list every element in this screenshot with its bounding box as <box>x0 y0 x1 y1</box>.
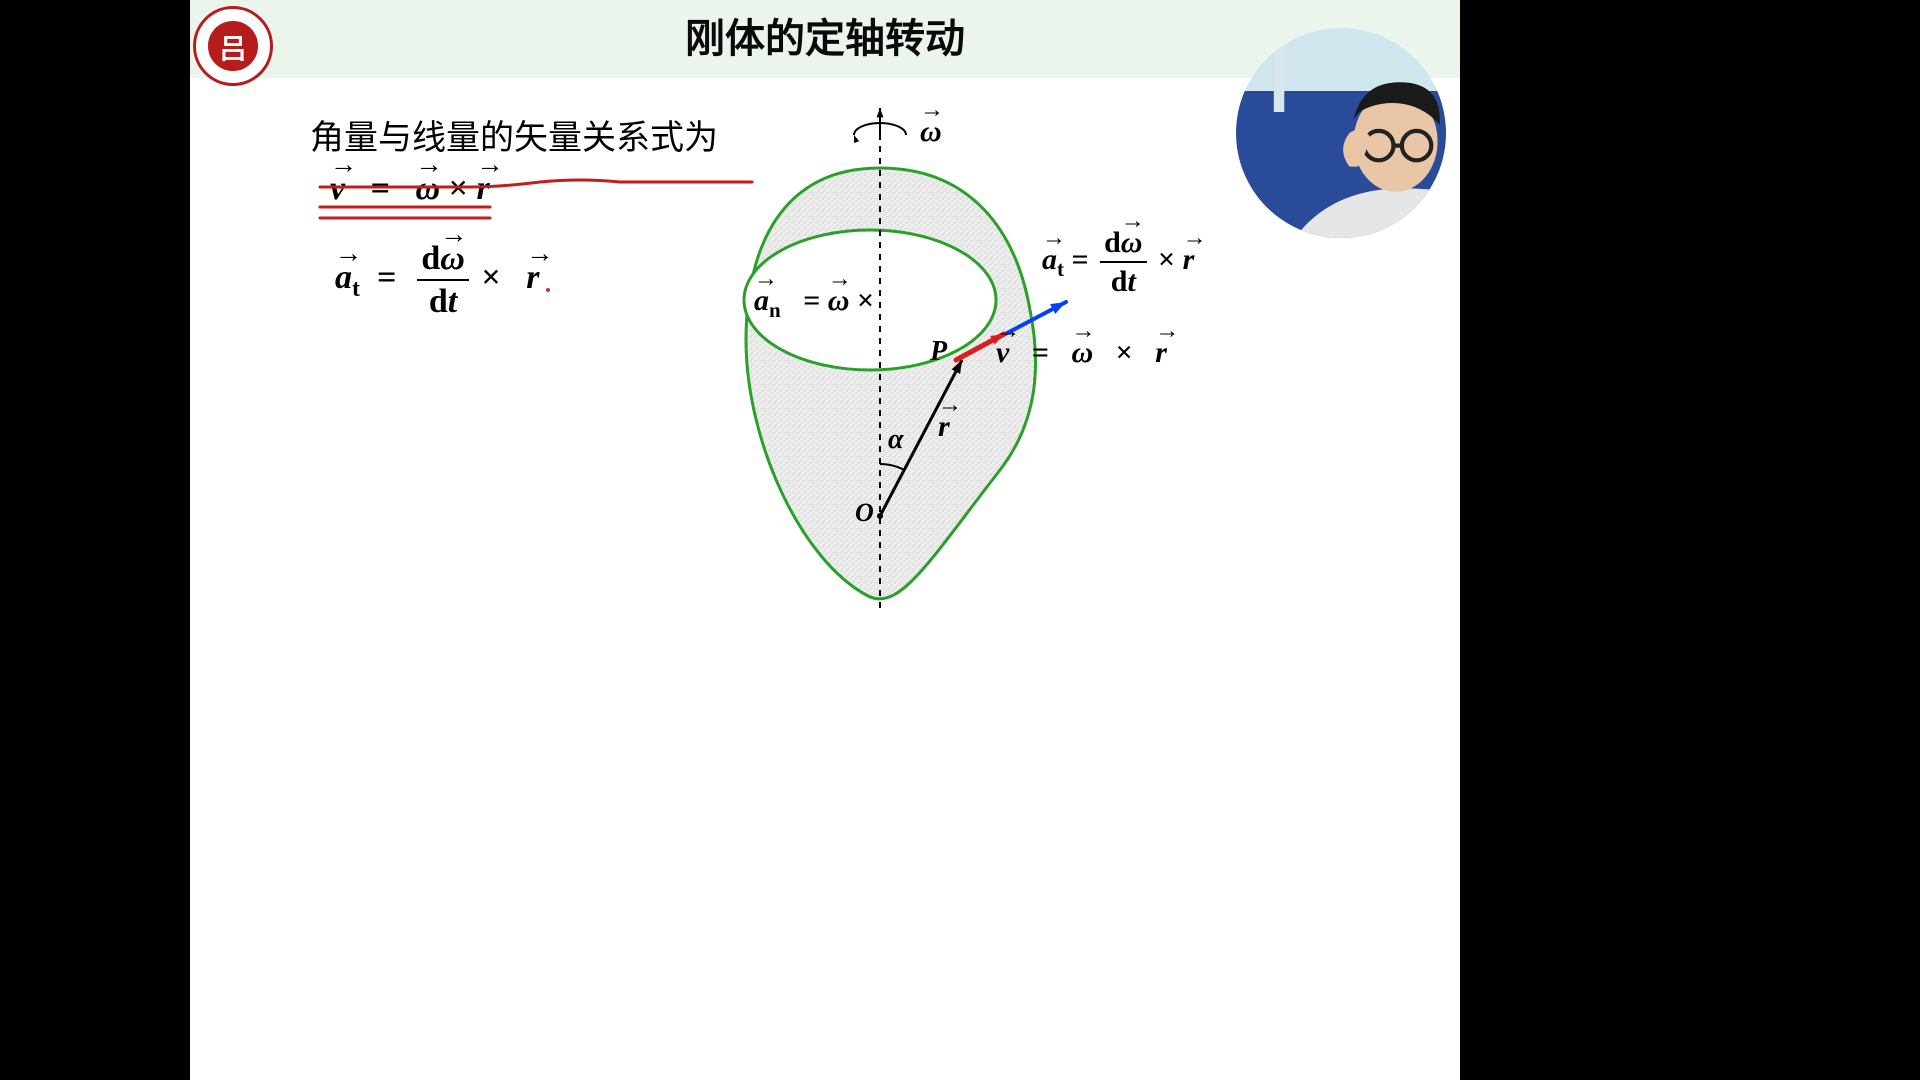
label-P: P <box>930 336 947 368</box>
label-r: r <box>938 410 950 444</box>
equation-at-right: at = dω dt × r <box>1042 226 1194 298</box>
webcam-illustration <box>1236 28 1446 238</box>
presenter-webcam <box>1236 28 1446 238</box>
label-omega: ω <box>920 115 942 149</box>
label-O: O <box>855 498 874 528</box>
label-alpha: α <box>888 424 904 456</box>
equation-v-right: v = ω × r <box>996 336 1167 369</box>
equation-an: an = ω × <box>754 284 874 322</box>
rigid-body-diagram <box>0 0 1920 1080</box>
